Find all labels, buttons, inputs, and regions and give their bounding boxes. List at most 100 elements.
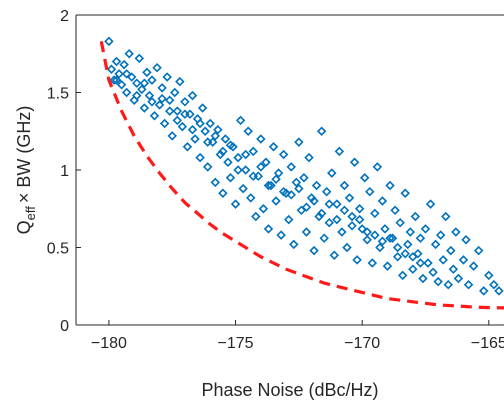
scatter-point (225, 173, 236, 183)
dashed-bound-curve (99, 40, 504, 310)
scatter-point (357, 224, 367, 234)
scatter-point (314, 211, 324, 222)
scatter-point (205, 118, 215, 129)
scatter-point (200, 126, 210, 136)
scatter-point (111, 56, 122, 67)
scatter-point (352, 255, 362, 265)
scatter-point (446, 245, 456, 256)
scatter-point (359, 173, 370, 183)
scatter-point (385, 180, 395, 191)
scatter-point (187, 124, 198, 135)
x-tick-label: −165 (471, 335, 504, 352)
scatter-point (289, 239, 299, 250)
scatter-point (228, 142, 238, 152)
scatter-point (392, 252, 403, 262)
scatter-point (172, 115, 183, 126)
scatter-point (301, 202, 312, 212)
scatter-point (324, 199, 334, 209)
scatter-point (284, 214, 294, 225)
plot-area (99, 36, 504, 310)
scatter-point (339, 205, 350, 216)
scatter-point (461, 235, 471, 245)
y-tick-label: 0.5 (47, 241, 69, 258)
scatter-point (387, 233, 398, 243)
scatter-point (385, 233, 395, 243)
scatter-point (370, 230, 380, 240)
scatter-point (309, 245, 319, 256)
scatter-point (218, 146, 228, 157)
scatter-point (420, 224, 431, 234)
x-ticks: −180 −175 −170 −165 (91, 320, 504, 352)
scatter-point (195, 118, 205, 129)
scatter-point (403, 239, 413, 250)
scatter-point (448, 264, 459, 274)
scatter-point (266, 180, 276, 191)
scatter-point (291, 177, 302, 188)
scatter-point (177, 121, 188, 132)
scatter-point (268, 142, 279, 152)
scatter-point (104, 36, 114, 47)
y-axis-title-rest: × BW (GHz) (14, 106, 34, 204)
scatter-point (159, 118, 170, 129)
scatter-point (233, 165, 243, 175)
scatter-point (367, 258, 378, 268)
scatter-point (370, 208, 380, 219)
scatter-point (132, 78, 142, 88)
scatter-point (332, 214, 342, 225)
scatter-point (116, 80, 127, 90)
scatter-point (256, 162, 266, 172)
scatter-point (271, 196, 281, 206)
scatter-point (286, 190, 296, 200)
scatter-point (248, 146, 259, 157)
scatter-point (342, 242, 352, 253)
scatter-point (294, 183, 304, 194)
scatter-point (238, 183, 248, 194)
scatter-point (397, 270, 408, 281)
scatter-point (423, 258, 433, 268)
scatter-point (377, 236, 388, 247)
scatter-point (435, 230, 446, 240)
scatter-point (225, 140, 236, 150)
scatter-point (390, 205, 400, 216)
scatter-point (321, 186, 332, 197)
scatter-point (154, 100, 165, 110)
scatter-point (413, 248, 423, 259)
y-tick-label: 0 (60, 318, 69, 335)
scatter-point (121, 69, 132, 79)
y-tick-label: 1.5 (47, 86, 69, 103)
scatter-point (263, 224, 274, 234)
y-axis-title: Qeff × BW (GHz) (14, 106, 38, 235)
scatter-point (147, 75, 157, 85)
scatter-point (433, 276, 443, 287)
scatter-point (190, 134, 200, 144)
scatter-point (354, 214, 365, 225)
scatter-point (337, 227, 347, 237)
scatter-point (210, 131, 221, 141)
scatter-point (132, 90, 142, 101)
scatter-point (294, 137, 304, 147)
scatter-point (382, 261, 393, 271)
scatter-point (443, 279, 454, 290)
scatter-point (468, 261, 479, 271)
scatter-point (339, 180, 350, 191)
scatter-point (362, 235, 372, 245)
scatter-point (109, 75, 119, 85)
scatter-point (197, 103, 208, 113)
scatter-point (309, 196, 319, 206)
scatter-point (172, 106, 183, 116)
scatter-point (278, 149, 289, 160)
y-ticks: 0 0.5 1 1.5 2 (47, 8, 81, 335)
scatter-point (167, 131, 177, 141)
scatter-point (180, 97, 190, 107)
scatter-point (213, 124, 223, 135)
scatter-point (235, 115, 246, 126)
scatter-point (344, 193, 355, 203)
scatter-point (458, 255, 469, 265)
scatter-point (139, 78, 150, 88)
scatter-point (215, 149, 226, 160)
scatter-point (121, 87, 132, 98)
scatter-point (256, 134, 266, 144)
scatter-point (164, 106, 175, 116)
scatter-point (187, 90, 198, 101)
scatter-point (304, 152, 314, 163)
